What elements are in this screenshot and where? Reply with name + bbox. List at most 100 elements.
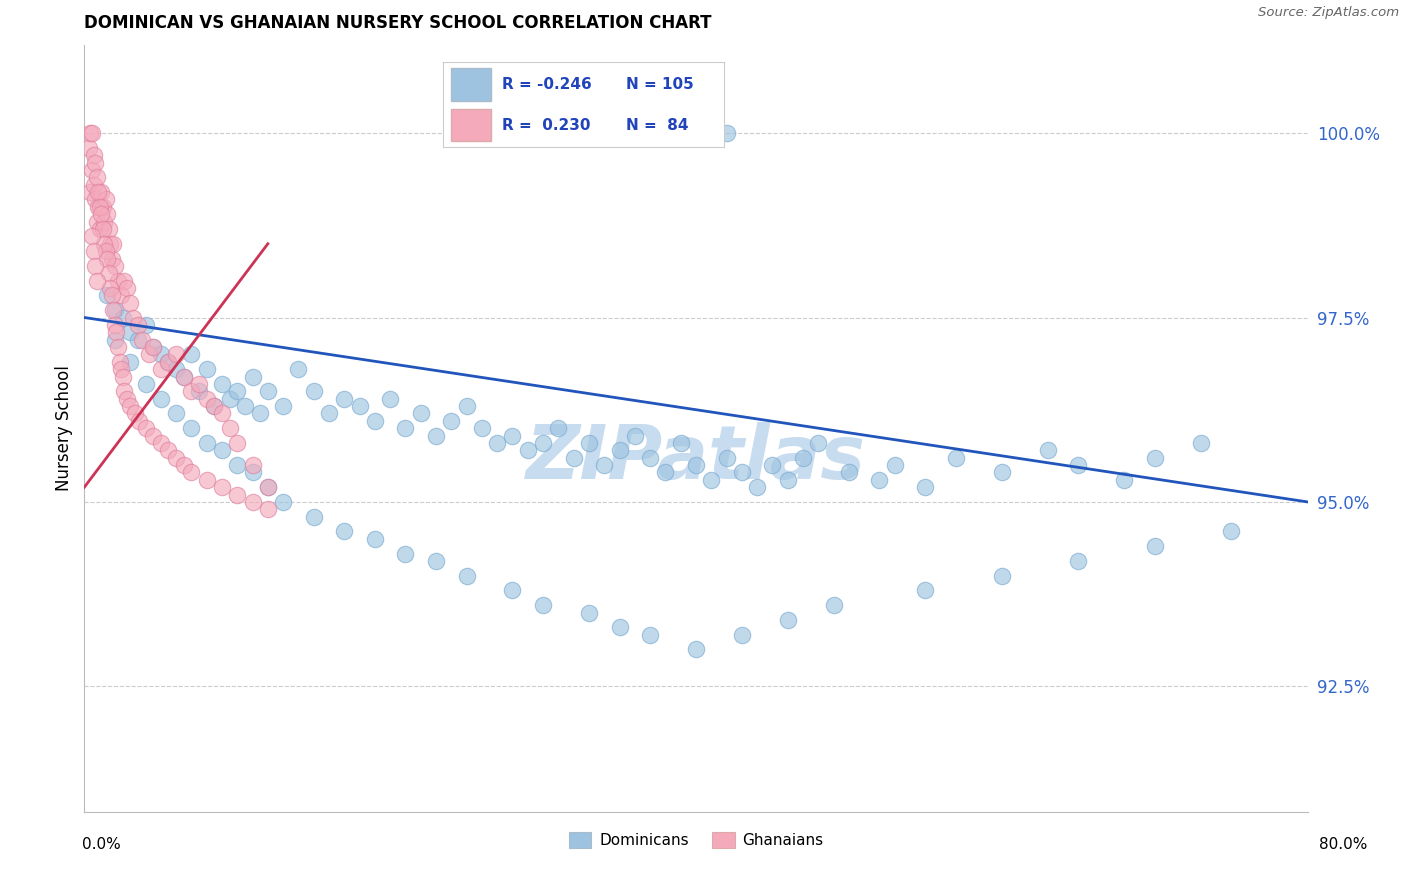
Point [149,362,172,376]
Point [97,222,120,236]
Point [562,450,585,465]
Point [135,318,157,332]
Point [226,458,249,472]
Point [131,333,153,347]
Point [110,362,132,376]
Point [77,141,100,155]
Point [93,236,115,251]
Point [218,421,240,435]
Point [609,620,631,634]
Point [233,399,256,413]
Point [1189,436,1212,450]
Point [127,333,149,347]
Point [242,369,264,384]
Point [991,466,1014,480]
Point [776,613,799,627]
Point [98,236,121,251]
Point [685,458,707,472]
Point [111,369,134,384]
Point [87,200,110,214]
Point [87,185,110,199]
Point [173,458,195,472]
Point [180,384,202,399]
Point [257,384,280,399]
Point [165,450,187,465]
Point [90,185,112,199]
Point [1067,458,1090,472]
Point [80,126,103,140]
Point [165,347,187,361]
Point [823,598,845,612]
Point [111,310,134,325]
Point [654,126,676,140]
Point [456,568,478,582]
Point [333,392,356,406]
Point [364,414,387,428]
Point [86,214,108,228]
Point [991,568,1014,582]
Point [271,495,294,509]
Point [761,458,783,472]
Text: DOMINICAN VS GHANAIAN NURSERY SCHOOL CORRELATION CHART: DOMINICAN VS GHANAIAN NURSERY SCHOOL COR… [84,14,711,32]
Point [218,392,240,406]
Point [302,384,325,399]
Point [157,355,180,369]
Point [716,126,738,140]
Point [486,436,509,450]
Point [165,406,187,420]
Point [776,473,799,487]
Point [287,362,309,376]
Point [409,406,432,420]
Text: N = 105: N = 105 [626,77,693,92]
Point [90,207,112,221]
Point [96,207,118,221]
Text: R =  0.230: R = 0.230 [502,118,591,133]
Point [685,126,707,140]
Point [128,414,150,428]
Point [747,480,769,494]
Point [914,583,936,598]
Point [91,222,114,236]
Point [157,443,180,458]
Point [731,466,754,480]
Point [1067,554,1090,568]
Text: 80.0%: 80.0% [1319,838,1367,852]
Text: R = -0.246: R = -0.246 [502,77,592,92]
Point [188,376,211,391]
Point [471,421,494,435]
Point [242,458,264,472]
Point [242,466,264,480]
Point [86,170,108,185]
Point [638,628,661,642]
Point [94,244,117,259]
Point [792,450,814,465]
Text: 0.0%: 0.0% [82,838,121,852]
Point [112,384,135,399]
Point [120,326,142,340]
Point [807,436,830,450]
Point [89,222,111,236]
Point [97,266,120,280]
Point [104,303,127,318]
Point [242,495,264,509]
Point [96,288,118,302]
Point [107,274,129,288]
Point [84,155,107,169]
Point [107,340,129,354]
Point [609,443,631,458]
Point [502,428,524,442]
Point [84,259,107,273]
Point [271,399,294,413]
Point [103,303,125,318]
Point [142,428,165,442]
Point [104,259,127,273]
Point [79,126,101,140]
Point [98,281,121,295]
Point [138,347,160,361]
Point [101,288,124,302]
Point [94,193,117,207]
Point [349,399,371,413]
Point [135,421,157,435]
Point [211,443,233,458]
Point [165,362,187,376]
